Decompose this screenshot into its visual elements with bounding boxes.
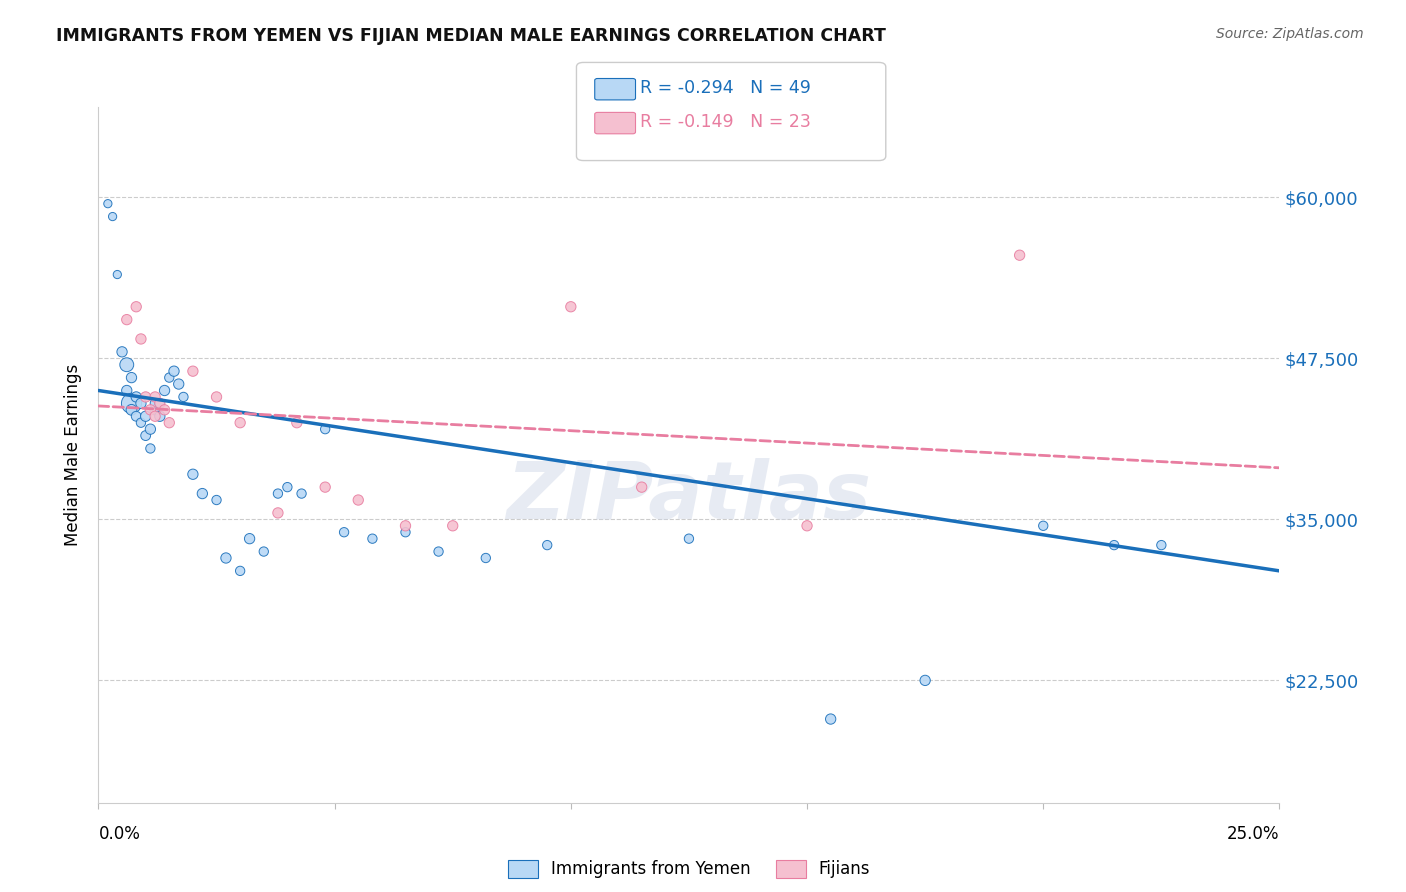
Point	[205, 390, 228, 404]
Point	[239, 532, 262, 546]
Point	[135, 390, 157, 404]
Text: 0.0%: 0.0%	[98, 825, 141, 843]
Point	[1008, 248, 1031, 262]
Point	[125, 300, 148, 314]
Point	[229, 416, 252, 430]
Point	[394, 518, 416, 533]
Point	[111, 344, 134, 359]
Point	[129, 396, 152, 410]
Point	[290, 486, 312, 500]
Point	[314, 422, 336, 436]
Point	[149, 396, 172, 410]
Point	[143, 402, 166, 417]
Point	[121, 396, 143, 410]
Point	[191, 486, 214, 500]
Point	[820, 712, 842, 726]
Point	[205, 493, 228, 508]
Point	[678, 532, 700, 546]
Text: IMMIGRANTS FROM YEMEN VS FIJIAN MEDIAN MALE EARNINGS CORRELATION CHART: IMMIGRANTS FROM YEMEN VS FIJIAN MEDIAN M…	[56, 27, 886, 45]
Legend: Immigrants from Yemen, Fijians: Immigrants from Yemen, Fijians	[501, 853, 877, 885]
Point	[276, 480, 298, 494]
Point	[267, 506, 290, 520]
Text: R = -0.149   N = 23: R = -0.149 N = 23	[640, 113, 811, 131]
Point	[149, 409, 172, 424]
Point	[115, 358, 138, 372]
Point	[105, 268, 128, 282]
Point	[115, 384, 138, 398]
Point	[1102, 538, 1125, 552]
Point	[149, 396, 172, 410]
Point	[181, 364, 204, 378]
Point	[157, 416, 180, 430]
Point	[796, 518, 818, 533]
Point	[253, 544, 276, 558]
Point	[1150, 538, 1173, 552]
Point	[121, 402, 143, 417]
Point	[115, 312, 138, 326]
Point	[333, 525, 356, 540]
Point	[361, 532, 384, 546]
Point	[914, 673, 936, 688]
Point	[347, 493, 370, 508]
Point	[163, 364, 186, 378]
Point	[121, 370, 143, 384]
Point	[153, 384, 176, 398]
Point	[215, 551, 238, 566]
Point	[139, 442, 162, 456]
Point	[172, 390, 194, 404]
Point	[143, 390, 166, 404]
Point	[125, 409, 148, 424]
Point	[135, 428, 157, 442]
Text: R = -0.294   N = 49: R = -0.294 N = 49	[640, 79, 811, 97]
Point	[153, 402, 176, 417]
Point	[97, 196, 120, 211]
Point	[285, 416, 308, 430]
Point	[157, 370, 180, 384]
Point	[101, 210, 124, 224]
Point	[314, 480, 336, 494]
Point	[267, 486, 290, 500]
Point	[135, 409, 157, 424]
Point	[167, 377, 190, 392]
Point	[181, 467, 204, 482]
Point	[536, 538, 558, 552]
Point	[427, 544, 450, 558]
Point	[1032, 518, 1054, 533]
Point	[630, 480, 652, 494]
Text: ZIPatlas: ZIPatlas	[506, 458, 872, 536]
Point	[143, 396, 166, 410]
Point	[229, 564, 252, 578]
Point	[394, 525, 416, 540]
Point	[129, 416, 152, 430]
Point	[139, 422, 162, 436]
Y-axis label: Median Male Earnings: Median Male Earnings	[65, 364, 83, 546]
Text: Source: ZipAtlas.com: Source: ZipAtlas.com	[1216, 27, 1364, 41]
Point	[441, 518, 464, 533]
Point	[475, 551, 498, 566]
Point	[125, 390, 148, 404]
Point	[560, 300, 582, 314]
Point	[139, 402, 162, 417]
Point	[129, 332, 152, 346]
Point	[143, 409, 166, 424]
Text: 25.0%: 25.0%	[1227, 825, 1279, 843]
